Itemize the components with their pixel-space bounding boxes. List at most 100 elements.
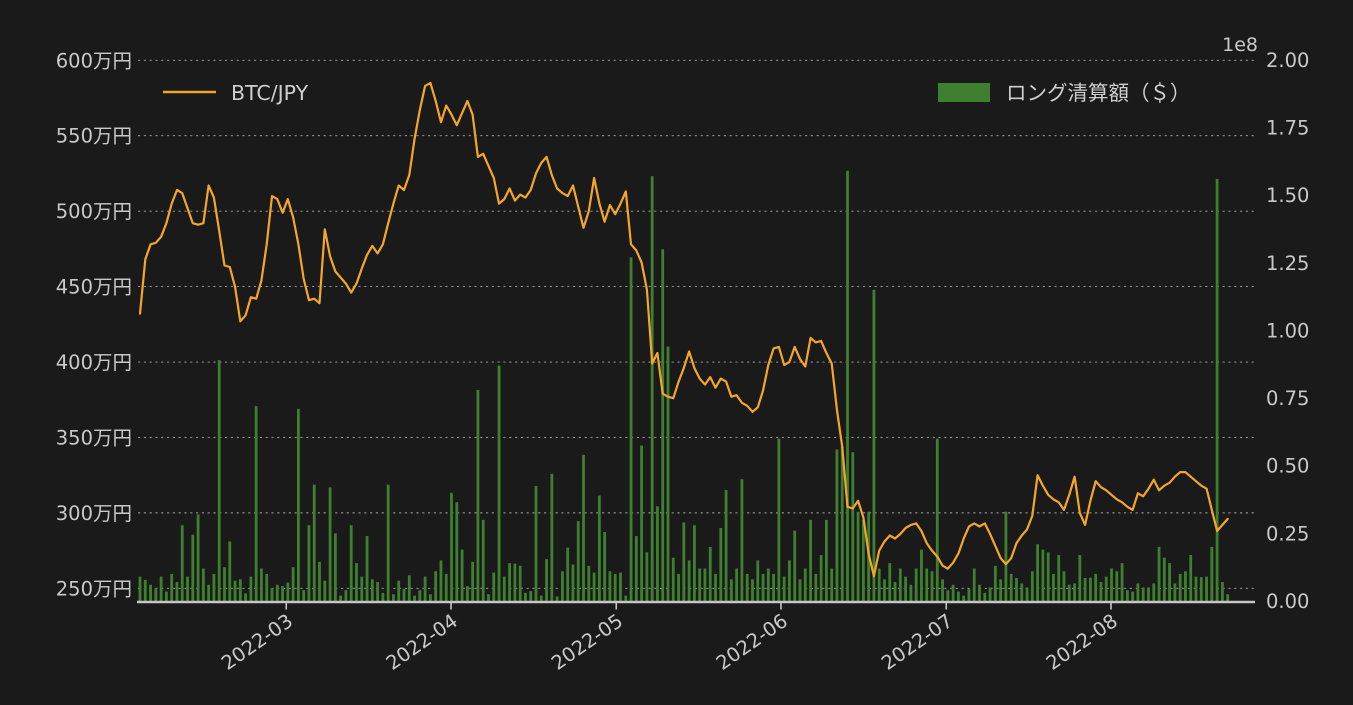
liquidation-bar [714, 573, 717, 601]
liquidation-bar [909, 584, 913, 601]
liquidation-bar [777, 438, 781, 601]
liquidation-bar [1015, 578, 1018, 601]
right-axis-multiplier-label: 1e8 [1222, 34, 1258, 56]
liquidation-bar [402, 588, 406, 601]
liquidation-bar [851, 452, 855, 601]
liquidation-bar [281, 586, 284, 601]
liquidation-bar [1141, 587, 1145, 601]
liquidation-bar [766, 568, 770, 601]
liquidation-bar [735, 568, 739, 601]
liquidation-bar [471, 561, 475, 601]
liquidation-bar [370, 579, 374, 601]
liquidation-bar [1136, 583, 1140, 601]
liquidation-bar [312, 484, 316, 601]
liquidation-bar [1009, 573, 1013, 601]
liquidation-bar [825, 519, 828, 601]
liquidation-bar [962, 595, 966, 601]
liquidation-bar [513, 563, 517, 601]
liquidation-bar [244, 593, 247, 601]
liquidation-bar [883, 579, 886, 601]
liquidation-bar [613, 573, 617, 601]
liquidation-bar [233, 580, 237, 601]
liquidation-bar [534, 486, 538, 601]
liquidation-bar [1168, 563, 1171, 601]
liquidation-bar [877, 568, 881, 601]
liquidation-bar [830, 568, 834, 601]
liquidation-bar [365, 536, 369, 601]
liquidation-bar [898, 568, 902, 601]
liquidation-bar [1046, 552, 1050, 601]
liquidation-bar [249, 576, 253, 601]
liquidation-bar [138, 576, 142, 601]
liquidation-bar [376, 582, 379, 601]
liquidation-bar [381, 592, 385, 601]
liquidation-bar [191, 534, 195, 601]
liquidation-bar [703, 568, 707, 601]
liquidation-bar [1115, 571, 1119, 601]
left-axis-tick-label: 350万円 [56, 426, 132, 449]
liquidation-bar [297, 408, 300, 601]
liquidation-bar [872, 289, 876, 601]
liquidation-bar [1030, 571, 1034, 601]
liquidation-bar [465, 586, 469, 601]
btc-jpy-price-line [138, 81, 1229, 578]
liquidation-bar [661, 249, 665, 601]
liquidation-bar [904, 576, 907, 601]
liquidation-bar [957, 591, 960, 601]
liquidation-bar [803, 568, 807, 601]
liquidation-bar [207, 584, 211, 601]
left-axis-tick-label: 250万円 [56, 577, 132, 600]
liquidation-bar [1104, 576, 1108, 601]
liquidation-bar [840, 446, 844, 601]
liquidation-bar [650, 176, 654, 601]
liquidation-bar [603, 532, 607, 601]
liquidation-bar [999, 579, 1003, 601]
liquidation-bar [1131, 591, 1135, 601]
liquidation-bar [640, 445, 643, 601]
liquidation-bar [355, 563, 358, 601]
liquidation-bar [328, 487, 332, 601]
liquidation-bar [217, 360, 221, 601]
liquidation-bar [724, 490, 728, 601]
liquidation-bar [1073, 583, 1076, 601]
liquidation-bar [1036, 544, 1039, 601]
liquidation-bar [349, 525, 353, 601]
liquidation-bar [1199, 577, 1203, 601]
left-axis-tick-label: 600万円 [56, 49, 132, 72]
liquidation-bar [238, 579, 242, 601]
liquidation-bar [571, 564, 575, 601]
liquidation-bar [497, 365, 501, 601]
liquidation-bars-layer [138, 170, 1230, 602]
liquidation-bar [302, 590, 306, 601]
liquidation-bar [993, 565, 997, 601]
liquidation-bar [1178, 573, 1182, 601]
liquidation-bar [1020, 583, 1024, 601]
liquidation-bar [286, 582, 290, 601]
liquidation-bar [587, 565, 591, 601]
liquidation-bar [344, 590, 348, 601]
liquidation-bar [814, 573, 818, 601]
liquidation-bar [1189, 555, 1193, 601]
liquidation-bar [582, 454, 585, 601]
liquidation-bar [751, 579, 754, 601]
liquidation-bar [423, 576, 427, 601]
liquidation-bar [492, 572, 496, 601]
liquidation-bar [439, 560, 443, 601]
liquidation-bar [951, 584, 955, 601]
liquidation-bar [291, 567, 295, 601]
liquidation-bar [508, 563, 511, 601]
long-liquidation-legend-label: ロング清算額（＄） [1006, 81, 1191, 105]
liquidation-bar [318, 561, 321, 601]
grid-layer [138, 59, 1255, 589]
liquidation-bar [756, 560, 760, 601]
liquidation-bar [555, 596, 559, 601]
liquidation-bar [170, 573, 174, 601]
right-axis-tick-label: 2.00 [1266, 49, 1309, 72]
liquidation-bar [539, 595, 543, 601]
liquidation-bar [1210, 546, 1214, 601]
liquidation-bar [1089, 577, 1092, 601]
liquidation-bar [418, 590, 422, 601]
liquidation-bar [666, 346, 670, 601]
liquidation-bar [270, 588, 274, 601]
liquidation-bar [682, 522, 686, 601]
